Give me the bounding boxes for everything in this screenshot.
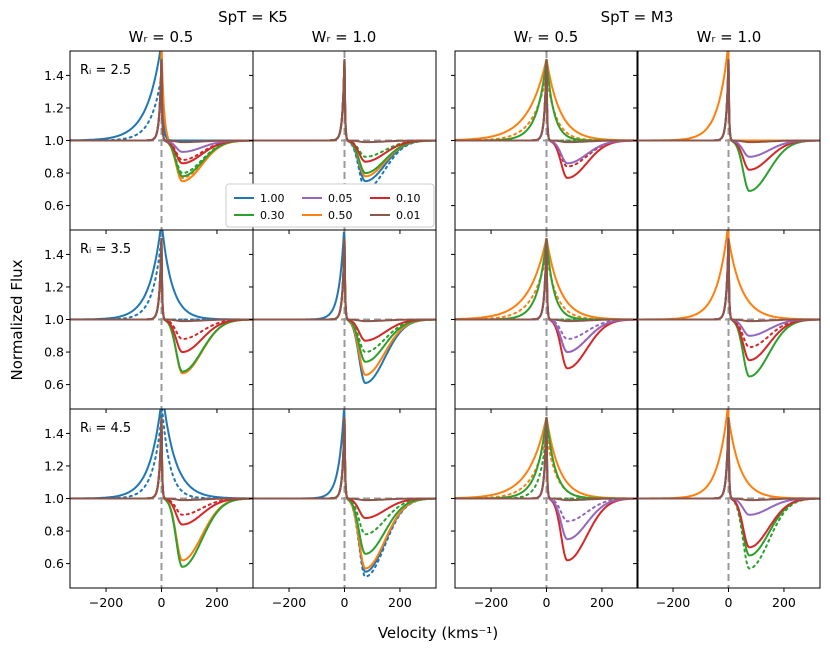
y-tick-label: 1.4 <box>44 426 64 441</box>
legend-label: 0.01 <box>396 209 421 222</box>
legend-label: 0.50 <box>328 209 353 222</box>
panel-r2-c1: 0.6 0.8 1.0 1.2 1.4 Rᵢ = 3.5 <box>44 229 254 413</box>
panel-r1-c4 <box>633 50 821 234</box>
series-line-0_01-solid <box>253 238 436 323</box>
y-tick-label: 0.8 <box>44 166 64 181</box>
x-tick-label: −200 <box>474 595 508 610</box>
x-tick-label: 0 <box>341 595 349 610</box>
panel-r2-c2 <box>249 229 437 413</box>
column-title-1: Wᵣ = 0.5 <box>129 28 194 46</box>
series-line-0_01-solid <box>70 417 253 502</box>
curves <box>455 416 638 562</box>
y-tick-label: 1.2 <box>44 100 64 115</box>
curves <box>70 51 253 183</box>
series-line-0_01-solid <box>253 417 436 502</box>
legend-entry-0_30: 0.30 <box>234 209 285 222</box>
column-title-4: Wᵣ = 1.0 <box>697 28 762 46</box>
legend-box <box>225 183 435 228</box>
y-tick-label: 1.0 <box>44 133 64 148</box>
panel-r3-c2: −200 0 200 <box>249 408 437 610</box>
y-axis-title: Normalized Flux <box>8 259 26 380</box>
series-line-0_01-solid <box>455 417 638 502</box>
x-tick-label: 200 <box>205 595 229 610</box>
curves <box>70 230 253 375</box>
y-tick-label: 0.8 <box>44 345 64 360</box>
y-tick-label: 0.6 <box>44 377 64 392</box>
panel-r3-c4: −200 0 200 <box>633 408 821 610</box>
curves <box>253 410 436 578</box>
group-title-m3: SpT = M3 <box>601 8 674 26</box>
curves <box>455 58 638 179</box>
y-tick-label: 1.0 <box>44 312 64 327</box>
series-line-0_01-solid <box>637 59 820 144</box>
y-tick-label: 1.2 <box>44 279 64 294</box>
x-tick-label: −200 <box>656 595 690 610</box>
column-title-2: Wᵣ = 1.0 <box>312 28 377 46</box>
x-tick-label: −200 <box>89 595 123 610</box>
curves <box>70 409 253 568</box>
group-title-k5: SpT = K5 <box>218 8 288 26</box>
x-tick-label: 0 <box>158 595 166 610</box>
series-line-0_01-solid <box>637 238 820 323</box>
series-line-0_01-solid <box>455 59 638 144</box>
x-tick-label: −200 <box>272 595 306 610</box>
y-tick-label: 1.4 <box>44 247 64 262</box>
row-label: Rᵢ = 4.5 <box>80 421 131 436</box>
series-line-0_01-solid <box>637 417 820 502</box>
curves <box>637 230 820 378</box>
curves <box>637 51 820 192</box>
panel-r1-c1: 0.6 0.8 1.0 1.2 1.4 Rᵢ = 2.5 <box>44 50 254 234</box>
x-tick-label: 0 <box>543 595 551 610</box>
panel-r2-c3 <box>451 229 639 413</box>
x-tick-label: 200 <box>590 595 614 610</box>
legend: 1.00 0.30 0.05 0.50 0.10 0.01 <box>225 183 435 228</box>
y-tick-label: 1.0 <box>44 491 64 506</box>
curves <box>455 237 638 370</box>
curves <box>253 231 436 385</box>
legend-entry-0_10: 0.10 <box>370 192 421 205</box>
y-tick-label: 1.4 <box>44 68 64 83</box>
panel-r1-c3 <box>451 50 639 234</box>
panel-r2-c4 <box>633 229 821 413</box>
y-tick-label: 0.8 <box>44 524 64 539</box>
curves <box>253 59 436 191</box>
panels-layer: 0.60.81.01.21.4 Rᵢ = 2.51.000.300.050.500… <box>44 50 821 610</box>
series-line-0_01-solid <box>70 59 253 144</box>
legend-entry-0_01: 0.01 <box>370 209 421 222</box>
legend-entry-0_50: 0.50 <box>302 209 353 222</box>
series-line-0_01-solid <box>455 238 638 323</box>
legend-entry-1_00: 1.00 <box>234 192 285 205</box>
legend-entry-0_05: 0.05 <box>302 192 353 205</box>
legend-label: 0.10 <box>396 192 421 205</box>
y-tick-label: 0.6 <box>44 556 64 571</box>
series-line-0_01-solid <box>253 59 436 144</box>
curves <box>637 409 820 570</box>
panel-r3-c1: 0.6 0.8 1.0 1.2 1.4 −200 0 200 Rᵢ = 4.5 <box>44 408 254 610</box>
x-tick-label: 0 <box>725 595 733 610</box>
y-tick-label: 0.6 <box>44 198 64 213</box>
panel-r3-c3: −200 0 200 <box>451 408 639 610</box>
y-tick-label: 1.2 <box>44 458 64 473</box>
legend-label: 0.30 <box>260 209 285 222</box>
column-title-3: Wᵣ = 0.5 <box>514 28 579 46</box>
series-line-0_01-solid <box>70 238 253 323</box>
x-tick-label: 200 <box>388 595 412 610</box>
legend-label: 0.05 <box>328 192 353 205</box>
legend-label: 1.00 <box>260 192 285 205</box>
panel-r1-c2: 1.00 0.30 0.05 0.50 0.10 0.01 <box>225 50 437 234</box>
x-axis-title: Velocity (kms⁻¹) <box>378 624 498 642</box>
row-label: Rᵢ = 3.5 <box>80 242 131 257</box>
x-tick-label: 200 <box>772 595 796 610</box>
row-label: Rᵢ = 2.5 <box>80 63 131 78</box>
